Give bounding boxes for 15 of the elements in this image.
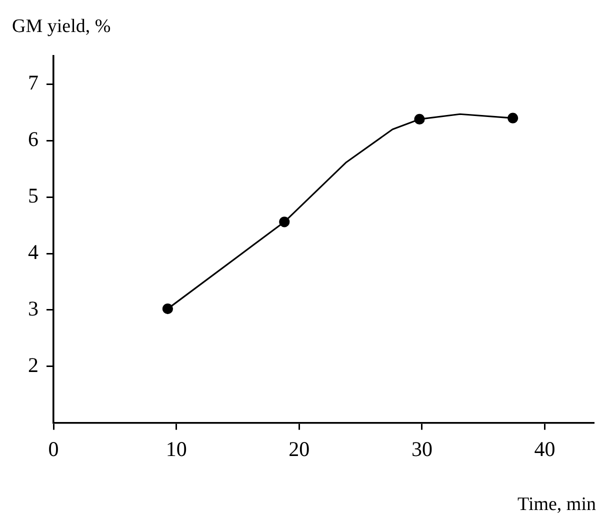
x-tick-label: 10	[166, 436, 187, 461]
y-tick-label: 7	[28, 70, 38, 95]
x-tick-label: 0	[48, 436, 59, 461]
y-tick-label: 6	[28, 127, 38, 152]
x-axis-title: Time, min	[518, 494, 596, 515]
y-tick-label: 5	[28, 184, 38, 208]
point	[508, 112, 518, 124]
x-tick-label: 20	[288, 436, 310, 461]
y-tick-label: 2	[28, 352, 38, 377]
x-tick-label: 30	[411, 436, 432, 461]
y-tick-label: 4	[28, 240, 39, 264]
y-axis-title: GM yield, %	[12, 16, 111, 37]
x-tick-label: 40	[534, 436, 556, 461]
point	[162, 304, 174, 314]
y-tick-label: 3	[28, 296, 38, 320]
